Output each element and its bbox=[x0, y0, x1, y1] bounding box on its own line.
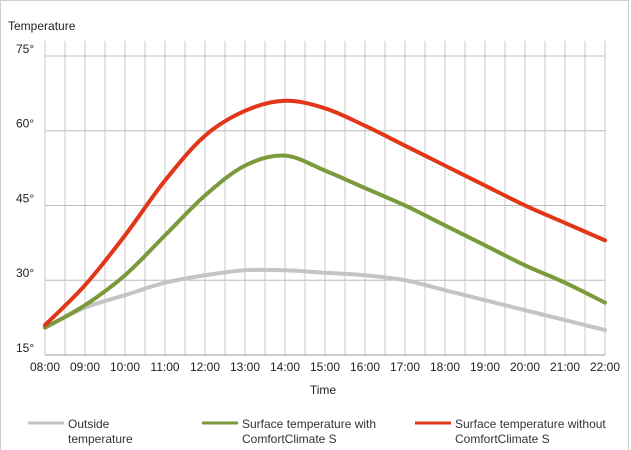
x-tick-label: 08:00 bbox=[30, 360, 60, 374]
legend-label: Surface temperature with bbox=[242, 417, 376, 431]
x-tick-label: 18:00 bbox=[430, 360, 460, 374]
y-axis-ticks: 15° 30° 45° 60° 75° bbox=[16, 42, 34, 355]
x-tick-label: 21:00 bbox=[550, 360, 580, 374]
legend-label: ComfortClimate S bbox=[242, 432, 337, 446]
legend-label: Surface temperature without bbox=[455, 417, 606, 431]
x-tick-label: 20:00 bbox=[510, 360, 540, 374]
x-tick-label: 12:00 bbox=[190, 360, 220, 374]
x-tick-label: 10:00 bbox=[110, 360, 140, 374]
y-axis-label: Temperature bbox=[8, 19, 76, 33]
x-tick-label: 15:00 bbox=[310, 360, 340, 374]
x-tick-label: 11:00 bbox=[150, 360, 179, 374]
x-tick-label: 14:00 bbox=[270, 360, 300, 374]
y-tick-label: 15° bbox=[16, 341, 34, 355]
x-tick-label: 22:00 bbox=[590, 360, 620, 374]
y-tick-label: 30° bbox=[16, 266, 34, 280]
series-line-without bbox=[43, 98, 607, 328]
legend-label: ComfortClimate S bbox=[455, 432, 550, 446]
legend-label: temperature bbox=[68, 432, 133, 446]
x-tick-label: 16:00 bbox=[350, 360, 380, 374]
y-tick-label: 75° bbox=[16, 42, 34, 56]
y-tick-label: 60° bbox=[16, 117, 34, 131]
series-line-outside bbox=[43, 267, 607, 333]
x-tick-label: 13:00 bbox=[230, 360, 260, 374]
x-tick-label: 19:00 bbox=[470, 360, 500, 374]
x-axis-ticks: 08:00 09:00 10:00 11:00 12:00 13:00 14:00 15:00… bbox=[30, 360, 620, 374]
x-tick-label: 17:00 bbox=[390, 360, 420, 374]
legend-label: Outside bbox=[68, 417, 110, 431]
x-axis-label: Time bbox=[310, 383, 337, 397]
y-tick-label: 45° bbox=[16, 191, 34, 205]
series-line-with bbox=[43, 153, 607, 330]
series-lines bbox=[43, 98, 607, 333]
grid bbox=[44, 41, 606, 356]
x-tick-label: 09:00 bbox=[70, 360, 100, 374]
